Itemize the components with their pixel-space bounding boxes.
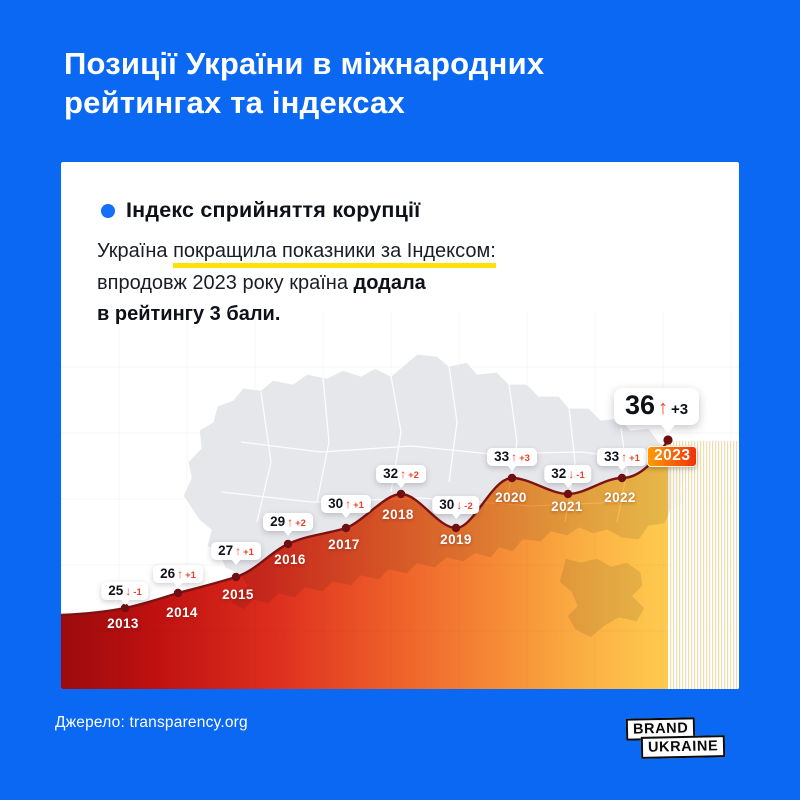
- value-bubble-2022: 33 ↑ +1: [597, 448, 647, 466]
- description-line-1: Україна покращила показники за Індексом:: [97, 236, 682, 268]
- area-series: [61, 440, 668, 689]
- page-title: Позиції України в міжнародних рейтингах …: [64, 46, 545, 120]
- value-bubble-2018: 32 ↑ +2: [376, 465, 426, 483]
- up-arrow-icon: ↑: [400, 467, 407, 481]
- highlighted-phrase: покращила показники за Індексом:: [173, 240, 496, 268]
- up-arrow-icon: ↑: [621, 450, 628, 464]
- legend-dot-icon: [101, 203, 115, 218]
- value-bubble-2016: 29 ↑ +2: [263, 513, 313, 531]
- up-arrow-icon: ↑: [235, 544, 242, 558]
- card-header: Індекс сприйняття корупції: [101, 198, 420, 223]
- brand-ukraine-logo: UKRAINE: [640, 735, 726, 759]
- trend-line: [61, 439, 670, 617]
- source-credit: Джерело: transparency.org: [55, 714, 248, 731]
- value-bubble-2014: 26 ↑ +1: [153, 565, 203, 583]
- value-bubble-2013: 25 ↓ -1: [101, 582, 149, 600]
- up-arrow-icon: ↑: [345, 497, 352, 511]
- value-bubble-2017: 30 ↑ +1: [321, 495, 371, 513]
- card-title: Індекс сприйняття корупції: [126, 198, 421, 222]
- year-badge-2023: 2023: [647, 446, 698, 467]
- value-bubble-2020: 33 ↑ +3: [487, 448, 537, 466]
- year-label-2015: 2015: [222, 587, 254, 602]
- year-label-2022: 2022: [604, 490, 636, 505]
- card-description: Україна покращила показники за Індексом:…: [97, 236, 682, 331]
- year-label-2019: 2019: [440, 532, 472, 547]
- year-label-2021: 2021: [551, 499, 583, 514]
- value-bubble-2015: 27 ↑ +1: [211, 542, 261, 560]
- year-label-2013: 2013: [107, 616, 139, 631]
- description-line-2-3: впродовж 2023 року країна додала в рейтин…: [97, 271, 426, 326]
- year-label-2017: 2017: [328, 537, 360, 552]
- up-arrow-icon: ↑: [177, 567, 184, 581]
- down-arrow-icon: ↓: [125, 584, 132, 598]
- up-arrow-icon: ↑: [287, 515, 294, 529]
- value-bubble-2019: 30 ↓ -2: [432, 496, 480, 514]
- up-arrow-icon: ↑: [511, 450, 518, 464]
- year-label-2016: 2016: [274, 552, 306, 567]
- down-arrow-icon: ↓: [568, 467, 575, 481]
- year-label-2018: 2018: [382, 507, 414, 522]
- value-bubble-2021: 32 ↓ -1: [544, 465, 592, 483]
- up-arrow-icon: ↑: [658, 397, 669, 419]
- year-label-2014: 2014: [166, 605, 198, 620]
- year-label-2020: 2020: [495, 490, 527, 505]
- index-card: Індекс сприйняття корупції Україна покра…: [61, 162, 739, 689]
- value-bubble-2023: 36 ↑ +3: [614, 388, 700, 433]
- down-arrow-icon: ↓: [456, 498, 463, 512]
- stripe-fade-zone: [670, 441, 739, 689]
- data-point-dots: [120, 435, 673, 613]
